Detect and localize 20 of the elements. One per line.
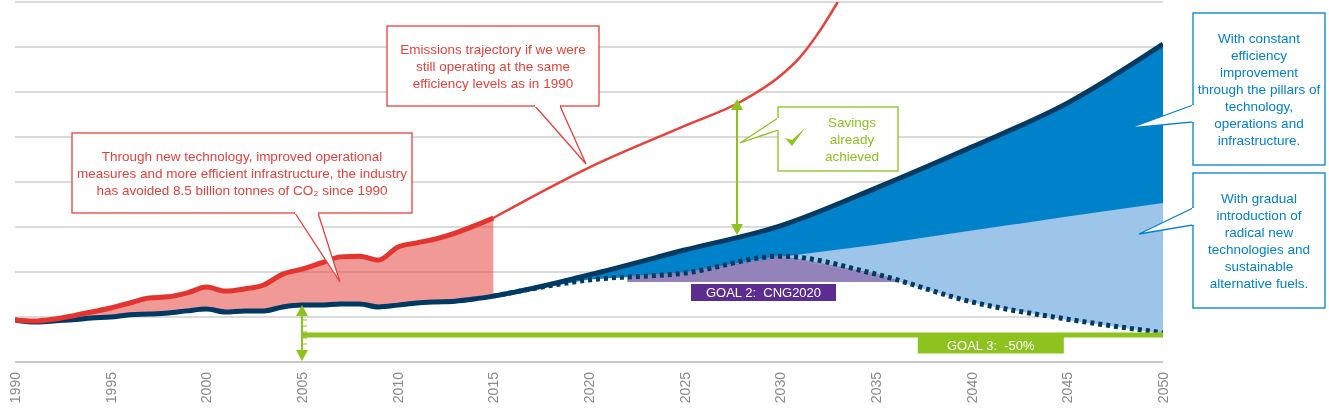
- text: With gradual introduction of radical new technologies and sustainable alternative fuels.: [1206, 189, 1312, 292]
- annotation: Through new technology, improved operational measures and more efficient infrastructure, the industry has avoided 8.5 billion tonnes of CO₂ since 1990: [76, 147, 408, 199]
- x-tick-label: 2005: [294, 371, 310, 404]
- x-tick-label: 2045: [1059, 371, 1076, 404]
- x-tick-label: 2030: [772, 371, 789, 404]
- x-tick-label: 2015: [485, 371, 502, 404]
- annotation: GOAL 3: -50%: [946, 336, 1035, 354]
- text: With constant efficiency improvement through the pillars of technology, operations and infrastructure.: [1197, 29, 1321, 149]
- annotation: Emissions trajectory if we were still operating at the same efficiency levels as in 1990: [399, 40, 587, 92]
- x-tick-label: 2010: [389, 371, 406, 404]
- x-tick-label: 2035: [868, 371, 884, 404]
- x-tick-label: 2040: [963, 371, 980, 404]
- x-tick-label: 2025: [676, 371, 693, 404]
- x-tick-label: 1995: [102, 371, 119, 404]
- x-tick-label: 2020: [581, 371, 597, 404]
- annotation: GOAL 2: CNG2020: [705, 284, 822, 301]
- annotation: Savings already achieved: [823, 113, 880, 165]
- x-tick-label: 2050: [1155, 371, 1171, 404]
- x-tick-label: 1990: [7, 371, 23, 404]
- x-tick-label: 2000: [198, 371, 215, 404]
